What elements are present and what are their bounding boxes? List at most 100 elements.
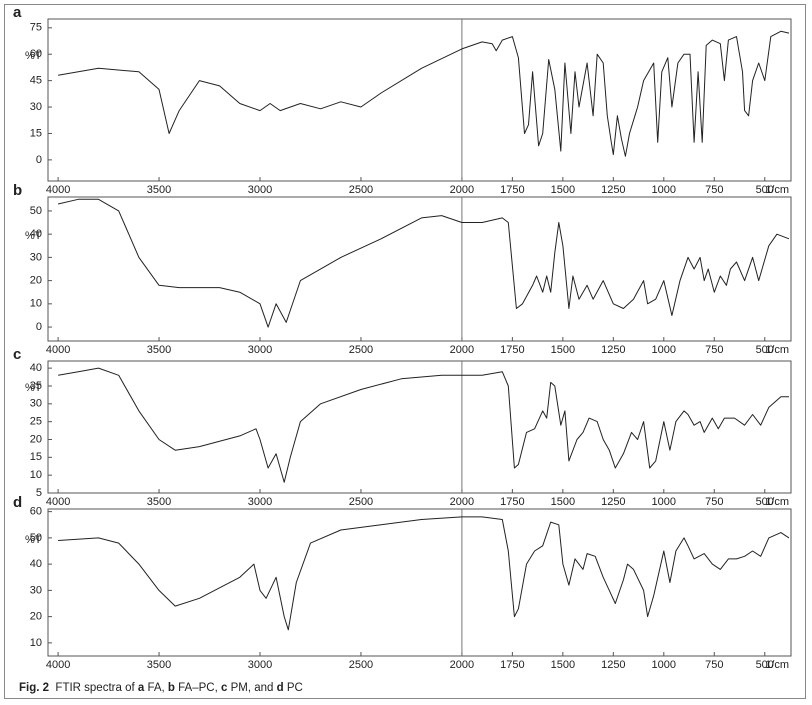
spectra: a 0 15 30 45 60 75 %T 4000 3500 3000 2500 2000 1750 15… [13, 5, 792, 671]
y-tick-label: 35 [30, 380, 42, 392]
panel-letter: d [13, 494, 22, 511]
caption: Fig. 2 FTIR spectra of a FA, b FA–PC, c … [19, 682, 303, 694]
plot-frame [47, 508, 792, 657]
x-tick-label: 4000 [46, 659, 70, 671]
x-tick-label: 1250 [601, 344, 625, 356]
spectrum-line [58, 367, 789, 483]
caption-part: b [167, 682, 175, 694]
x-axis-label: 1/cm [765, 184, 789, 196]
x-tick-label: 3500 [147, 344, 171, 356]
x-tick-label: 500 [756, 184, 774, 196]
y-tick-label: 30 [30, 584, 42, 596]
y-tick-label: 45 [30, 75, 42, 87]
x-tick-label: 4000 [46, 184, 70, 196]
caption-part: FA–PC, [174, 682, 221, 694]
panel-letter: a [13, 5, 22, 21]
y-tick-label: 40 [30, 228, 42, 240]
x-tick-label: 3000 [248, 184, 272, 196]
x-tick-label: 750 [705, 344, 723, 356]
y-tick-label: 10 [30, 298, 42, 310]
x-tick-label: 2500 [349, 496, 373, 508]
caption-part: PC [283, 682, 303, 694]
x-tick-label: 2000 [450, 496, 474, 508]
x-tick-label: 1000 [652, 496, 676, 508]
plot-frame [47, 18, 792, 182]
y-axis-label: %T [25, 382, 42, 394]
x-axis-label: 1/cm [765, 496, 789, 508]
x-tick-label: 500 [756, 496, 774, 508]
caption-part: FTIR spectra of [49, 682, 138, 694]
x-tick-label: 4000 [46, 496, 70, 508]
x-tick-label: 4000 [46, 344, 70, 356]
x-tick-label: 2500 [349, 659, 373, 671]
x-tick-label: 1500 [551, 184, 575, 196]
y-tick-label: 15 [30, 451, 42, 463]
x-tick-label: 2500 [349, 184, 373, 196]
y-tick-label: 15 [30, 127, 42, 139]
caption-part: Fig. 2 [19, 682, 50, 694]
y-tick-label: 75 [30, 22, 42, 34]
y-tick-label: 0 [36, 321, 42, 333]
y-tick-label: 0 [36, 154, 42, 166]
x-tick-label: 3000 [248, 344, 272, 356]
y-tick-label: 5 [36, 487, 42, 499]
figure: a 0 15 30 45 60 75 %T 4000 3500 3000 2500 2000 1750 15… [4, 4, 806, 699]
x-tick-label: 1250 [601, 659, 625, 671]
caption-part: c [220, 682, 228, 694]
x-tick-label: 3500 [147, 659, 171, 671]
y-tick-label: 25 [30, 416, 42, 428]
x-tick-label: 2500 [349, 344, 373, 356]
x-tick-label: 1500 [551, 496, 575, 508]
x-axis-label: 1/cm [765, 344, 789, 356]
x-tick-label: 1500 [551, 659, 575, 671]
y-axis-label: %T [25, 230, 42, 242]
plot-frame [47, 360, 792, 494]
y-tick-label: 50 [30, 532, 42, 544]
x-tick-label: 750 [705, 659, 723, 671]
caption-part: a [137, 682, 145, 694]
x-tick-label: 3000 [248, 496, 272, 508]
x-tick-label: 3000 [248, 659, 272, 671]
y-tick-label: 10 [30, 469, 42, 481]
spectrum-line [57, 198, 790, 328]
x-tick-label: 2000 [450, 659, 474, 671]
x-tick-label: 1750 [500, 184, 524, 196]
y-tick-label: 20 [30, 275, 42, 287]
y-axis-label: %T [25, 50, 42, 62]
y-tick-label: 60 [30, 506, 42, 518]
caption-part: FA, [144, 682, 168, 694]
x-tick-label: 750 [705, 496, 723, 508]
y-tick-label: 50 [30, 205, 42, 217]
x-tick-label: 1750 [500, 344, 524, 356]
y-tick-label: 60 [30, 48, 42, 60]
x-tick-label: 2000 [450, 344, 474, 356]
x-tick-label: 1500 [551, 344, 575, 356]
x-tick-label: 1750 [500, 659, 524, 671]
x-tick-label: 500 [756, 344, 774, 356]
x-tick-label: 500 [756, 659, 774, 671]
y-tick-label: 40 [30, 362, 42, 374]
y-tick-label: 40 [30, 558, 42, 570]
x-tick-label: 1250 [601, 184, 625, 196]
y-tick-label: 20 [30, 433, 42, 445]
y-tick-label: 30 [30, 251, 42, 263]
x-axis-label: 1/cm [765, 659, 789, 671]
x-tick-label: 1000 [652, 659, 676, 671]
x-tick-label: 3500 [147, 496, 171, 508]
y-axis-label: %T [25, 534, 42, 546]
x-tick-label: 1750 [500, 496, 524, 508]
caption-part: PM, and [227, 682, 277, 694]
x-tick-label: 1000 [652, 184, 676, 196]
y-tick-label: 10 [30, 637, 42, 649]
x-tick-label: 1000 [652, 344, 676, 356]
panel-letter: b [13, 182, 22, 199]
x-tick-label: 2000 [450, 184, 474, 196]
spectrum-line [58, 516, 790, 631]
x-tick-label: 750 [705, 184, 723, 196]
caption-part: d [276, 682, 284, 694]
y-tick-label: 20 [30, 611, 42, 623]
panel-letter: c [13, 346, 21, 363]
x-tick-label: 1250 [601, 496, 625, 508]
y-tick-label: 30 [30, 398, 42, 410]
y-tick-label: 30 [30, 101, 42, 113]
